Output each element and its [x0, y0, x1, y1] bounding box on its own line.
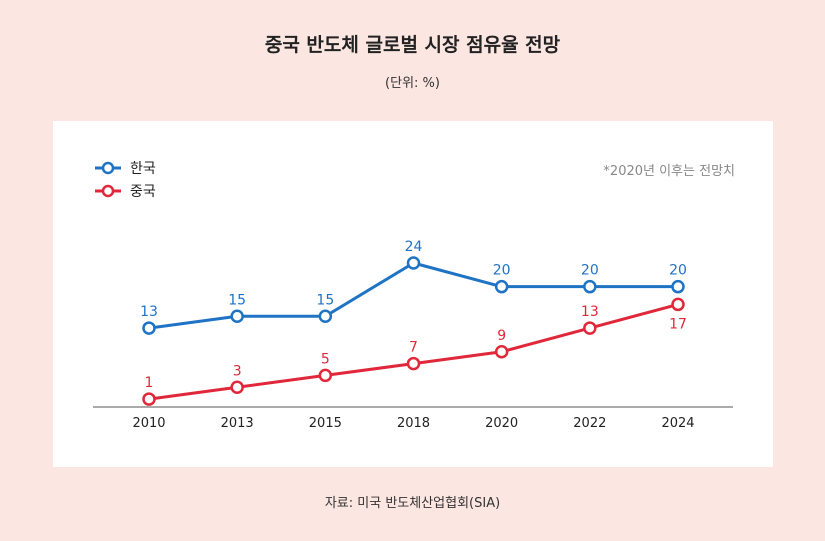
legend-korea-marker	[101, 161, 115, 175]
unit-label: (단위: %)	[385, 76, 440, 91]
series-0-label-2: 15	[316, 292, 334, 308]
series-0-point-1	[230, 309, 244, 323]
forecast-note: *2020년 이후는 전망치	[603, 164, 735, 179]
line-chart: 한국 중국 *2020년 이후는 전망치 2010 2013 2015 2018 202…	[93, 161, 735, 431]
series-1-label-5: 13	[581, 304, 599, 320]
x-axis-ticks: 2010 2013 2015 2018 2020 2022 2024	[132, 416, 694, 431]
series-1-point-0	[142, 392, 156, 406]
series-1-label-1: 3	[233, 363, 242, 379]
series-1-label-0: 1	[145, 375, 154, 391]
series-1-point-3	[406, 356, 421, 371]
series-1-point-1	[230, 380, 244, 394]
legend-china-marker	[101, 184, 115, 198]
series-1-point-2	[318, 368, 333, 383]
series-1-label-4: 9	[497, 328, 506, 344]
series-1-point-4	[494, 345, 509, 359]
series-1-label-2: 5	[321, 351, 330, 367]
series-0-label-3: 24	[405, 239, 423, 255]
series-0-label-5: 20	[581, 263, 599, 279]
x-tick-label-2010: 2010	[132, 416, 165, 431]
series-0-label-0: 13	[140, 304, 158, 320]
series-0-point-5	[583, 279, 597, 294]
x-tick-label-2022: 2022	[573, 416, 606, 431]
series-0-point-4	[494, 279, 509, 294]
series-1-label-6: 17	[669, 316, 687, 332]
chart-title: 중국 반도체 글로벌 시장 점유율 전망	[264, 34, 561, 56]
x-tick-label-2015: 2015	[309, 416, 342, 431]
series-0-label-6: 20	[669, 263, 687, 279]
series-0-point-2	[318, 309, 333, 323]
series-1-label-3: 7	[409, 340, 418, 356]
x-tick-label-2020: 2020	[485, 416, 518, 431]
source-note: 자료: 미국 반도체산업협회(SIA)	[324, 496, 501, 511]
series-1-point-5	[583, 321, 597, 335]
legend-china-label: 중국	[130, 184, 156, 200]
x-tick-label-2018: 2018	[397, 416, 430, 431]
series-0-point-0	[142, 321, 156, 335]
series-1-point-6	[671, 297, 685, 312]
legend-korea-label: 한국	[130, 161, 156, 177]
x-tick-label-2013: 2013	[221, 416, 254, 431]
series-0-point-3	[406, 256, 421, 270]
series-0-label-1: 15	[228, 292, 246, 308]
legend: 한국 중국	[95, 161, 156, 200]
chart-panel: 한국 중국 *2020년 이후는 전망치 2010 2013 2015 2018 202…	[53, 121, 773, 467]
series-0-point-6	[671, 279, 685, 294]
series-0-label-4: 20	[493, 263, 511, 279]
x-tick-label-2024: 2024	[661, 416, 694, 431]
